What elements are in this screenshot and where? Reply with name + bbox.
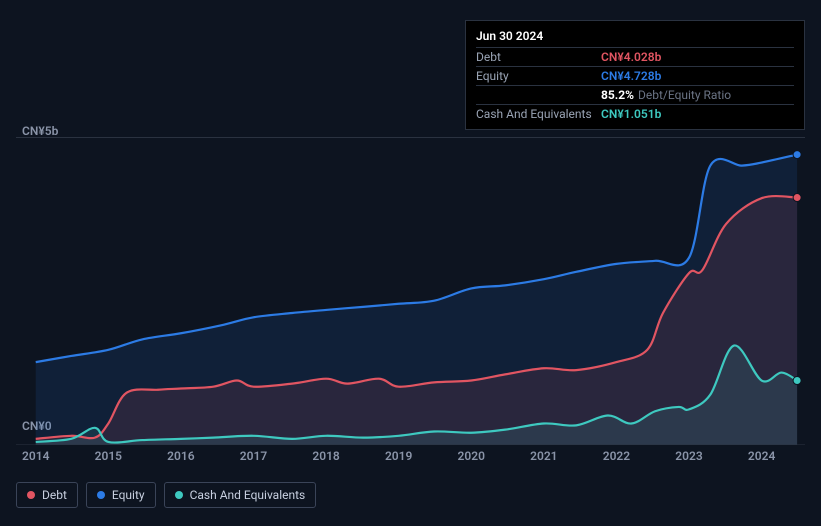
x-tick: 2017 bbox=[240, 449, 267, 463]
y-axis-label-top: CN¥5b bbox=[22, 124, 58, 138]
tooltip-date: Jun 30 2024 bbox=[476, 27, 794, 47]
tooltip-row-cash: Cash And Equivalents CN¥1.051b bbox=[476, 104, 794, 123]
legend-item-equity[interactable]: Equity bbox=[86, 482, 156, 508]
x-tick: 2015 bbox=[95, 449, 122, 463]
hover-tooltip: Jun 30 2024 Debt CN¥4.028b Equity CN¥4.7… bbox=[465, 20, 805, 130]
legend-dot-cash bbox=[175, 491, 183, 499]
x-tick: 2022 bbox=[603, 449, 630, 463]
legend-label-equity: Equity bbox=[112, 488, 145, 502]
tooltip-row-equity: Equity CN¥4.728b bbox=[476, 66, 794, 85]
tooltip-value-equity: CN¥4.728b bbox=[601, 69, 661, 83]
tooltip-label-debt: Debt bbox=[476, 50, 601, 64]
x-tick: 2024 bbox=[748, 449, 775, 463]
x-tick: 2018 bbox=[312, 449, 339, 463]
x-tick: 2016 bbox=[167, 449, 194, 463]
legend-label-cash: Cash And Equivalents bbox=[190, 488, 306, 502]
legend-dot-debt bbox=[27, 491, 35, 499]
tooltip-row-debt: Debt CN¥4.028b bbox=[476, 47, 794, 66]
legend-item-debt[interactable]: Debt bbox=[16, 482, 78, 508]
ratio-pct: 85.2% bbox=[601, 88, 634, 102]
tooltip-label-ratio-empty bbox=[476, 88, 601, 102]
tooltip-value-cash: CN¥1.051b bbox=[601, 107, 661, 121]
x-tick: 2021 bbox=[530, 449, 557, 463]
tooltip-row-ratio: 85.2% Debt/Equity Ratio bbox=[476, 85, 794, 104]
x-tick: 2019 bbox=[385, 449, 412, 463]
chart-plot-area[interactable] bbox=[16, 137, 805, 444]
legend: Debt Equity Cash And Equivalents bbox=[16, 482, 316, 508]
legend-dot-equity bbox=[97, 491, 105, 499]
tooltip-value-debt: CN¥4.028b bbox=[601, 50, 661, 64]
ratio-suffix: Debt/Equity Ratio bbox=[638, 88, 731, 102]
legend-label-debt: Debt bbox=[42, 488, 67, 502]
tooltip-value-ratio: 85.2% Debt/Equity Ratio bbox=[601, 88, 731, 102]
chart-svg bbox=[16, 138, 805, 445]
x-tick: 2020 bbox=[458, 449, 485, 463]
tooltip-label-cash: Cash And Equivalents bbox=[476, 107, 601, 121]
tooltip-label-equity: Equity bbox=[476, 69, 601, 83]
legend-item-cash[interactable]: Cash And Equivalents bbox=[164, 482, 317, 508]
x-tick: 2023 bbox=[675, 449, 702, 463]
x-tick: 2014 bbox=[22, 449, 49, 463]
